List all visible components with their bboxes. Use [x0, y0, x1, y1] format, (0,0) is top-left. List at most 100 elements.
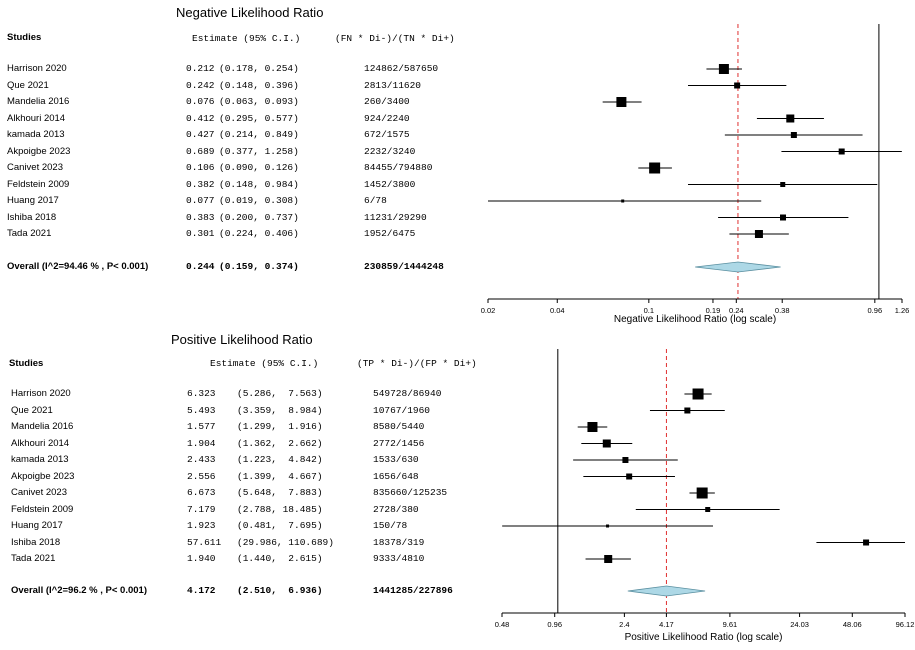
- plr-title: Positive Likelihood Ratio: [171, 332, 313, 347]
- nlr-estimate-header: Estimate (95% C.I.): [192, 33, 301, 44]
- nlr-x-tick-label: 0.02: [481, 306, 496, 315]
- plr-forest-panel: Positive Likelihood Ratio Studies Estima…: [0, 325, 915, 650]
- plr-study-marker: [692, 388, 704, 400]
- nlr-study-marker: [790, 132, 797, 138]
- nlr-estimate-value: 0.076: [186, 96, 215, 107]
- plr-estimate-value: 6.673: [187, 487, 216, 498]
- plr-study-marker: [602, 439, 611, 448]
- plr-overall-estimate: 4.172: [187, 585, 216, 596]
- plr-study-marker: [684, 407, 691, 414]
- plr-estimate-value: 1.904: [187, 437, 216, 449]
- nlr-overall-diamond: [695, 261, 781, 273]
- nlr-study-marker: [718, 64, 729, 74]
- nlr-study-marker: [786, 114, 795, 123]
- nlr-estimate-value: 0.382: [186, 178, 215, 190]
- plr-ci-value: (0.481, 7.695): [237, 520, 323, 531]
- plr-counts-value: 9333/4810: [373, 553, 425, 564]
- plr-ci-value: (29.986, 110.689): [237, 536, 334, 548]
- plr-counts-value: 1656/648: [373, 470, 419, 482]
- plr-ci-value: (1.223, 4.842): [237, 454, 323, 465]
- nlr-forest-panel: Negative Likelihood Ratio Studies Estima…: [7, 5, 910, 325]
- nlr-counts-value: 84455/794880: [364, 162, 433, 173]
- nlr-study-marker: [616, 97, 627, 107]
- nlr-estimate-value: 0.383: [186, 211, 215, 223]
- plr-x-tick-label: 0.48: [495, 620, 510, 629]
- plr-counts-value: 18378/319: [373, 536, 425, 548]
- nlr-counts-value: 1952/6475: [364, 228, 416, 239]
- nlr-ci-value: (0.200, 0.737): [219, 211, 299, 223]
- nlr-ci-value: (0.063, 0.093): [219, 96, 299, 107]
- plr-study-name: Alkhouri 2014: [11, 437, 70, 449]
- nlr-estimate-value: 0.689: [186, 145, 215, 157]
- plr-ci-value: (2.788, 18.485): [237, 503, 323, 515]
- plr-ci-value: (1.440, 2.615): [237, 553, 323, 564]
- nlr-estimate-value: 0.427: [186, 129, 215, 140]
- plr-studies-header: Studies: [9, 358, 44, 369]
- plr-study-marker: [606, 524, 610, 528]
- plr-ci-value: (1.299, 1.916): [237, 421, 323, 432]
- plr-counts-value: 2772/1456: [373, 437, 425, 449]
- nlr-ci-value: (0.148, 0.396): [219, 79, 299, 91]
- plr-counts-value: 835660/125235: [373, 487, 448, 498]
- plr-study-name: Tada 2021: [11, 553, 56, 564]
- plr-estimate-value: 1.940: [187, 553, 216, 564]
- plr-counts-value: 150/78: [373, 520, 408, 531]
- plr-counts-value: 549728/86940: [373, 388, 442, 399]
- nlr-study-name: Alkhouri 2014: [7, 112, 66, 124]
- plr-ci-value: (1.362, 2.662): [237, 437, 323, 449]
- nlr-study-name: Mandelia 2016: [7, 96, 70, 107]
- plr-x-tick-label: 9.61: [723, 620, 738, 629]
- plr-x-tick-label: 2.4: [619, 620, 629, 629]
- nlr-study-marker: [780, 214, 787, 221]
- nlr-ci-value: (0.019, 0.308): [219, 195, 299, 206]
- nlr-x-tick-label: 0.04: [550, 306, 565, 315]
- nlr-counts-value: 11231/29290: [364, 211, 427, 223]
- plr-x-tick-label: 48.06: [843, 620, 862, 629]
- nlr-x-tick-label: 0.96: [868, 306, 883, 315]
- nlr-study-marker: [649, 162, 661, 174]
- nlr-counts-value: 1452/3800: [364, 178, 416, 190]
- nlr-estimate-value: 0.301: [186, 228, 215, 239]
- nlr-x-tick-label: 1.26: [895, 306, 910, 315]
- plr-ci-value: (5.286, 7.563): [237, 388, 323, 399]
- plr-ci-value: (5.648, 7.883): [237, 487, 323, 498]
- nlr-study-name: Feldstein 2009: [7, 178, 70, 190]
- plr-study-name: Akpoigbe 2023: [11, 470, 75, 482]
- plr-x-axis-label: Positive Likelihood Ratio (log scale): [625, 632, 783, 643]
- nlr-x-tick-label: 0.19: [706, 306, 721, 315]
- plr-study-marker: [705, 507, 711, 512]
- nlr-counts-value: 6/78: [364, 195, 387, 206]
- nlr-counts-value: 924/2240: [364, 112, 410, 124]
- nlr-study-name: Tada 2021: [7, 228, 52, 239]
- plr-counts-value: 2728/380: [373, 503, 419, 515]
- nlr-study-name: Huang 2017: [7, 195, 59, 206]
- nlr-overall-label: Overall (I^2=94.46 % , P< 0.001): [7, 261, 149, 272]
- plr-x-tick-label: 24.03: [790, 620, 809, 629]
- nlr-overall-estimate: 0.244: [186, 261, 215, 272]
- nlr-ci-value: (0.214, 0.849): [219, 129, 299, 140]
- nlr-study-name: Que 2021: [7, 79, 49, 91]
- plr-counts-header: (TP * Di-)/(FP * Di+): [357, 358, 477, 369]
- plr-x-tick-label: 4.17: [659, 620, 674, 629]
- plr-study-marker: [863, 539, 870, 546]
- plr-estimate-value: 1.577: [187, 421, 216, 432]
- plr-study-name: Mandelia 2016: [11, 421, 74, 432]
- plr-estimate-value: 2.556: [187, 470, 216, 482]
- nlr-ci-value: (0.148, 0.984): [219, 178, 299, 190]
- nlr-estimate-value: 0.412: [186, 112, 215, 124]
- nlr-study-name: Akpoigbe 2023: [7, 145, 71, 157]
- nlr-study-name: Ishiba 2018: [7, 211, 57, 223]
- plr-x-tick-label: 96.12: [896, 620, 915, 629]
- plr-estimate-value: 6.323: [187, 388, 216, 399]
- plr-ci-value: (3.359, 8.984): [237, 404, 323, 416]
- nlr-counts-value: 2813/11620: [364, 79, 422, 91]
- plr-estimate-value: 2.433: [187, 454, 216, 465]
- nlr-estimate-value: 0.106: [186, 162, 215, 173]
- plr-estimate-value: 5.493: [187, 404, 216, 416]
- nlr-overall-counts: 230859/1444248: [364, 261, 444, 272]
- plr-overall-label: Overall (I^2=96.2 % , P< 0.001): [11, 585, 147, 596]
- plr-overall-counts: 1441285/227896: [373, 585, 453, 596]
- nlr-study-marker: [754, 230, 763, 238]
- plr-counts-value: 8580/5440: [373, 421, 425, 432]
- plr-study-marker: [696, 487, 708, 499]
